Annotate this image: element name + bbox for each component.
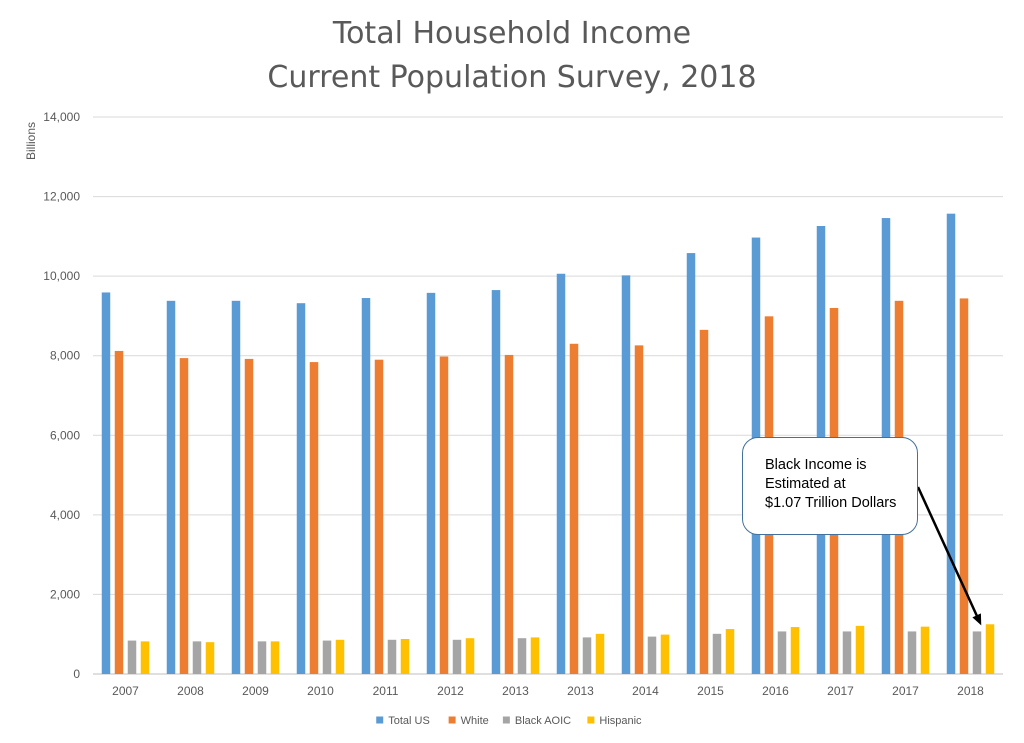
bar-total-us [101, 292, 111, 674]
bar-black-aoic [777, 631, 787, 674]
bar-black-aoic [192, 641, 202, 674]
bar-total-us [621, 275, 631, 674]
y-tick-label: 0 [73, 667, 80, 681]
bar-white [179, 358, 189, 674]
bar-black-aoic [127, 640, 137, 674]
bar-black-aoic [582, 637, 592, 674]
bar-black-aoic [452, 639, 462, 674]
y-axis-label: Billions [24, 122, 38, 160]
arrow-shaft [916, 486, 980, 620]
legend-label: White [461, 715, 489, 727]
bar-white [309, 362, 319, 674]
x-tick-label: 2014 [632, 684, 659, 698]
bar-white [244, 358, 254, 674]
bar-total-us [361, 298, 371, 674]
bar-total-us [166, 300, 176, 674]
bar-hispanic [855, 625, 865, 674]
gridlines [93, 116, 1003, 675]
annotation-line-2: Estimated at [765, 476, 846, 492]
x-tick-label: 2012 [437, 684, 464, 698]
bar-white [504, 354, 514, 674]
x-tick-label: 2010 [307, 684, 334, 698]
x-tick-label: 2013 [567, 684, 594, 698]
legend-swatch [448, 716, 456, 724]
y-tick-label: 2,000 [50, 587, 80, 601]
chart-title-line-2: Current Population Survey, 2018 [267, 60, 757, 95]
y-tick-labels: 0 2,000 4,000 6,000 8,000 10,000 12,000 14,000 [43, 110, 80, 681]
bar-black-aoic [842, 631, 852, 674]
bar-hispanic [660, 634, 670, 674]
bar-hispanic [400, 638, 410, 674]
bar-hispanic [335, 639, 345, 674]
bar-black-aoic [322, 640, 332, 674]
bar-white [374, 359, 384, 674]
y-tick-label: 12,000 [43, 190, 80, 204]
bar-total-us [426, 292, 436, 674]
bar-white [634, 345, 644, 674]
bar-hispanic [530, 637, 540, 674]
bar-total-us [491, 290, 501, 674]
y-tick-label: 4,000 [50, 508, 80, 522]
x-tick-label: 2007 [112, 684, 139, 698]
bar-total-us [556, 273, 566, 674]
legend: Total US White Black AOIC Hispanic [376, 715, 642, 727]
bar-hispanic [790, 627, 800, 674]
x-tick-label: 2013 [502, 684, 529, 698]
bar-hispanic [270, 641, 280, 674]
bar-black-aoic [257, 641, 267, 674]
bar-black-aoic [972, 631, 982, 674]
bar-black-aoic [712, 633, 722, 674]
x-tick-label: 2008 [177, 684, 204, 698]
bar-hispanic [140, 641, 150, 674]
y-tick-label: 8,000 [50, 349, 80, 363]
bar-white [959, 298, 969, 674]
legend-swatch [376, 716, 384, 724]
annotation-callout: Black Income is Estimated at $1.07 Trill… [742, 437, 918, 535]
x-tick-label: 2017 [892, 684, 919, 698]
chart-title-line-1: Total Household Income [332, 16, 692, 51]
bar-white [439, 356, 449, 674]
legend-swatch [587, 716, 595, 724]
bar-white [699, 329, 709, 674]
annotation-line-3: $1.07 Trillion Dollars [765, 495, 897, 511]
bar-white [569, 343, 579, 674]
x-tick-label: 2015 [697, 684, 724, 698]
legend-label: Black AOIC [515, 715, 571, 727]
x-tick-label: 2016 [762, 684, 789, 698]
annotation-arrow [916, 486, 982, 626]
legend-label: Total US [388, 715, 430, 727]
bar-black-aoic [517, 638, 527, 674]
y-tick-label: 10,000 [43, 269, 80, 283]
annotation-line-1: Black Income is [765, 457, 867, 473]
y-tick-label: 14,000 [43, 110, 80, 124]
bar-hispanic [465, 638, 475, 674]
bar-total-us [946, 213, 956, 674]
legend-label: Hispanic [599, 715, 642, 727]
x-tick-label: 2018 [957, 684, 984, 698]
x-tick-labels: 2007 2008 2009 2010 2011 2012 2013 2013 2014 2015… [112, 684, 984, 698]
x-tick-label: 2009 [242, 684, 269, 698]
x-tick-label: 2011 [373, 684, 399, 698]
bar-hispanic [920, 626, 930, 674]
bar-black-aoic [647, 636, 657, 674]
x-tick-label: 2017 [827, 684, 854, 698]
bar-total-us [231, 300, 241, 674]
bar-hispanic [205, 642, 215, 674]
bar-total-us [686, 253, 696, 674]
y-tick-label: 6,000 [50, 428, 80, 442]
bar-hispanic [595, 633, 605, 674]
arrow-head [972, 613, 982, 626]
bar-total-us [296, 303, 306, 674]
bar-hispanic [725, 629, 735, 674]
bar-hispanic [985, 624, 995, 674]
bar-black-aoic [907, 631, 917, 674]
bar-black-aoic [387, 639, 397, 674]
bar-white [114, 350, 124, 674]
legend-swatch [502, 716, 510, 724]
